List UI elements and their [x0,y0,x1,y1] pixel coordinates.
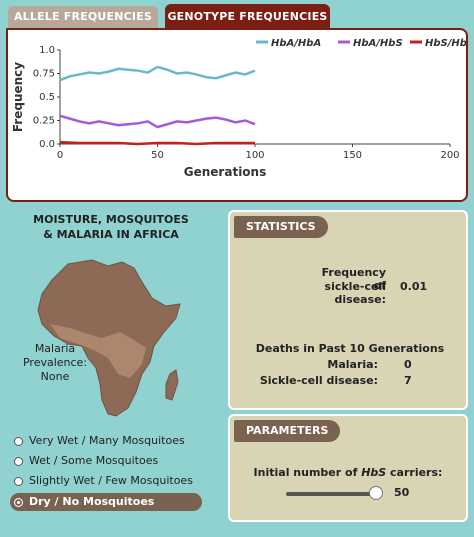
option-slightly-wet[interactable]: Slightly Wet / Few Mosquitoes [10,472,193,490]
x-tick-label: 150 [343,150,362,161]
series-line-2 [59,140,255,146]
legend-label-2: HbS/HbS [425,38,466,49]
map-title: MOISTURE, MOSQUITOES & MALARIA IN AFRICA [8,212,214,242]
sickle-deaths-value: 7 [404,374,412,387]
y-tick-label: 0.25 [33,116,55,127]
option-label: Dry / No Mosquitoes [29,495,155,508]
carriers-slider-track[interactable] [286,492,378,496]
carriers-slider-handle[interactable] [369,486,384,500]
y-tick-label: 0.0 [39,139,55,150]
malaria-deaths-label: Malaria: [327,358,378,371]
malaria-prevalence: Malaria Prevalence: None [10,342,100,384]
chart-panel: 0.0 0.25 0.5 0.75 1.0 0 50 100 150 200 Generations… [6,28,468,202]
map-title-line-1: MOISTURE, MOSQUITOES [33,213,189,226]
statistics-header: STATISTICS [234,216,328,238]
legend-label-1: HbA/HbS [353,38,403,49]
radio-icon[interactable] [14,456,23,466]
carriers-label: Initial number of HbS carriers: [230,466,466,479]
carriers-label-post: carriers: [386,466,443,479]
x-axis-title: Generations [184,165,266,179]
option-label: Slightly Wet / Few Mosquitoes [29,474,193,487]
option-label: Very Wet / Many Mosquitoes [29,434,185,447]
freq-label-line-1: Frequency of [321,266,386,292]
option-very-wet[interactable]: Very Wet / Many Mosquitoes [10,432,185,450]
x-tick-label: 0 [57,150,63,161]
option-wet[interactable]: Wet / Some Mosquitoes [10,452,158,470]
freq-value: 0.01 [400,280,428,293]
freq-label-line-2: sickle-cell disease: [324,280,386,306]
africa-map [37,259,181,417]
carriers-label-allele: HbS [361,466,387,479]
prevalence-value: None [40,370,70,383]
parameters-header: PARAMETERS [234,420,341,442]
radio-selected-icon[interactable] [14,497,23,507]
africa-wet-region [50,324,146,378]
option-label: Wet / Some Mosquitoes [29,454,159,467]
x-tick-label: 50 [151,150,164,161]
x-tick-label: 100 [245,150,264,161]
frequency-chart: 0.0 0.25 0.5 0.75 1.0 0 50 100 150 200 Generations… [11,38,466,179]
tab-genotype-frequencies[interactable]: GENOTYPE FREQUENCIES [165,4,330,30]
radio-icon[interactable] [14,476,23,486]
tab-allele-frequencies[interactable]: ALLELE FREQUENCIES [8,6,158,28]
sickle-deaths-label: Sickle-cell disease: [259,374,378,387]
series-line-0 [59,65,256,82]
madagascar [165,369,179,401]
y-tick-label: 0.75 [33,69,55,80]
series-line-1 [59,114,256,129]
parameters-panel: PARAMETERS Initial number of HbS carrier… [228,414,468,522]
statistics-panel: STATISTICS Frequency of sickle-cell dise… [228,210,468,410]
carriers-label-pre: Initial number of [253,466,362,479]
deaths-title: Deaths in Past 10 Generations [255,342,445,355]
x-tick-label: 200 [440,150,459,161]
radio-icon[interactable] [14,436,23,446]
legend-label-0: HbA/HbA [271,38,321,49]
malaria-panel: MOISTURE, MOSQUITOES & MALARIA IN AFRICA… [0,208,222,537]
y-tick-label: 1.0 [39,45,55,56]
carriers-value: 50 [394,486,410,499]
option-dry[interactable]: Dry / No Mosquitoes [10,493,202,511]
malaria-deaths-value: 0 [404,358,412,371]
y-tick-label: 0.5 [39,92,55,103]
y-axis-title: Frequency [11,62,25,132]
carriers-slider-fill [286,492,377,496]
map-title-line-2: & MALARIA IN AFRICA [43,228,179,241]
prevalence-label: Malaria Prevalence: [22,342,88,369]
